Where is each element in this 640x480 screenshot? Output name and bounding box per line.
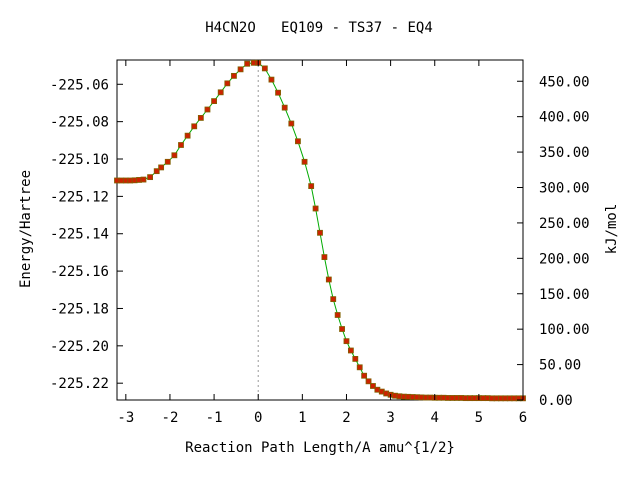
- data-point: [165, 159, 170, 164]
- y-axis-left: -225.06 -225.08 -225.10 -225.12 -225.14 -225.…: [50, 77, 123, 392]
- data-point: [141, 177, 146, 182]
- data-point: [212, 99, 217, 104]
- x-tick-label: 0: [254, 410, 262, 426]
- y-tick-label: -225.16: [50, 264, 109, 280]
- x-tick-label: 2: [342, 410, 350, 426]
- data-point: [172, 153, 177, 158]
- y-axis-title: Energy/Hartree: [18, 170, 34, 288]
- y-tick-label: -225.14: [50, 227, 109, 243]
- y2-tick-label: 400.00: [539, 110, 590, 126]
- data-point: [282, 105, 287, 110]
- plot-area: [115, 60, 526, 401]
- data-point: [185, 133, 190, 138]
- x-tick-label: 4: [431, 410, 439, 426]
- y2-tick-label: 150.00: [539, 287, 590, 303]
- x-tick-label: -1: [206, 410, 223, 426]
- data-point: [178, 143, 183, 148]
- x-tick-label: -3: [117, 410, 134, 426]
- data-point: [262, 66, 267, 71]
- data-point: [366, 379, 371, 384]
- y2-tick-label: 200.00: [539, 251, 590, 267]
- reaction-path-chart: H4CN2O EQ109 - TS37 - EQ4 -3 -2 -1 0 1 2 3 4 5 6 …: [0, 0, 640, 480]
- data-point: [331, 297, 336, 302]
- x-tick-label: 6: [519, 410, 527, 426]
- x-tick-label: 1: [298, 410, 306, 426]
- y-tick-label: -225.10: [50, 152, 109, 168]
- y-tick-label: -225.18: [50, 301, 109, 317]
- data-point: [205, 107, 210, 112]
- data-point: [198, 115, 203, 120]
- y2-tick-label: 0.00: [539, 393, 573, 409]
- x-axis-title: Reaction Path Length/A amu^{1/2}: [185, 440, 455, 456]
- data-point: [357, 365, 362, 370]
- y2-tick-label: 300.00: [539, 181, 590, 197]
- data-point: [269, 77, 274, 82]
- data-point: [218, 90, 223, 95]
- data-point: [348, 348, 353, 353]
- data-point: [238, 67, 243, 72]
- chart-title: H4CN2O EQ109 - TS37 - EQ4: [205, 20, 433, 36]
- y2-tick-label: 100.00: [539, 322, 590, 338]
- data-point: [322, 255, 327, 260]
- data-point: [231, 73, 236, 78]
- y-tick-label: -225.20: [50, 339, 109, 355]
- data-point: [295, 139, 300, 144]
- y2-tick-label: 50.00: [539, 358, 581, 374]
- data-point: [225, 81, 230, 86]
- y2-tick-label: 250.00: [539, 216, 590, 232]
- y-tick-label: -225.22: [50, 376, 109, 392]
- data-point: [318, 230, 323, 235]
- y2-tick-label: 350.00: [539, 145, 590, 161]
- data-point: [276, 90, 281, 95]
- x-tick-label: -2: [162, 410, 179, 426]
- x-tick-label: 3: [386, 410, 394, 426]
- data-point: [344, 339, 349, 344]
- data-point: [313, 206, 318, 211]
- data-point: [159, 165, 164, 170]
- data-point: [192, 124, 197, 129]
- y2-tick-label: 450.00: [539, 74, 590, 90]
- y-tick-label: -225.06: [50, 77, 109, 93]
- y-axis-right: 0.00 50.00 100.00 150.00 200.00 250.00 300.00 3…: [517, 74, 590, 409]
- data-point: [309, 184, 314, 189]
- data-point: [353, 356, 358, 361]
- data-point: [245, 61, 250, 66]
- data-point: [289, 121, 294, 126]
- data-point: [148, 175, 153, 180]
- data-point: [340, 327, 345, 332]
- y-tick-label: -225.12: [50, 189, 109, 205]
- data-point: [302, 159, 307, 164]
- data-point: [335, 313, 340, 318]
- y2-axis-title: kJ/mol: [604, 204, 620, 255]
- data-point: [326, 277, 331, 282]
- data-point: [362, 373, 367, 378]
- data-points: [115, 60, 526, 401]
- x-tick-label: 5: [475, 410, 483, 426]
- y-tick-label: -225.08: [50, 115, 109, 131]
